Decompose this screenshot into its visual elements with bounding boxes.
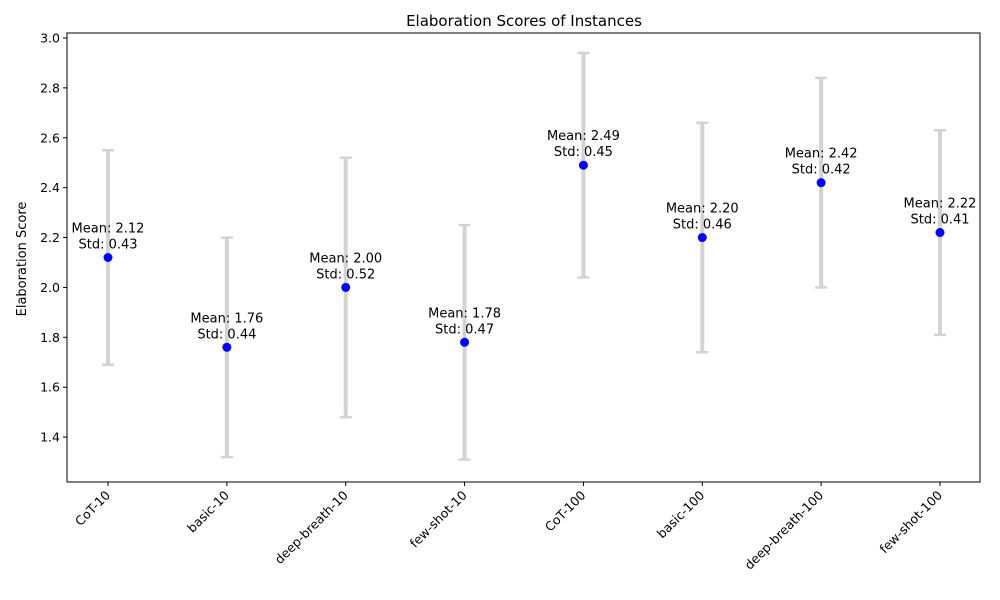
x-tick-label: few-shot-100 bbox=[876, 487, 945, 556]
mean-annotation: Mean: 1.76 bbox=[190, 311, 263, 326]
mean-annotation: Mean: 2.42 bbox=[785, 147, 858, 162]
y-tick-label: 1.4 bbox=[40, 430, 60, 445]
mean-annotation: Mean: 2.49 bbox=[547, 129, 620, 144]
x-tick-label: basic-100 bbox=[654, 487, 708, 541]
y-axis-label: Elaboration Score bbox=[15, 202, 30, 317]
mean-point bbox=[103, 253, 113, 262]
mean-point bbox=[222, 342, 232, 352]
y-tick-label: 2.0 bbox=[40, 280, 60, 295]
chart-title: Elaboration Scores of Instances bbox=[406, 12, 642, 30]
mean-annotation: Mean: 2.12 bbox=[72, 222, 145, 237]
mean-point bbox=[816, 178, 826, 188]
y-axis-ticks: 1.4 1.6 1.8 2.0 2.2 2.4 2.6 2.8 3.0 bbox=[40, 30, 67, 445]
x-tick-label: basic-10 bbox=[184, 487, 232, 535]
std-annotation: Std: 0.52 bbox=[316, 267, 375, 282]
x-axis-ticks: CoT-10 basic-10 deep-breath-10 few-shot-10 C… bbox=[72, 482, 945, 572]
std-annotation: Std: 0.45 bbox=[554, 145, 613, 160]
y-tick-label: 2.4 bbox=[40, 180, 60, 195]
plot-frame bbox=[66, 32, 981, 483]
error-bars bbox=[102, 51, 946, 461]
std-annotation: Std: 0.41 bbox=[910, 213, 969, 228]
x-tick-label: deep-breath-10 bbox=[272, 487, 351, 566]
x-tick-label: few-shot-10 bbox=[407, 487, 470, 550]
x-tick-label: deep-breath-100 bbox=[741, 487, 826, 572]
mean-annotation: Mean: 2.20 bbox=[666, 202, 739, 217]
std-annotation: Std: 0.42 bbox=[792, 163, 851, 178]
mean-point bbox=[460, 337, 470, 347]
x-tick-label: CoT-100 bbox=[542, 487, 589, 534]
std-annotation: Std: 0.44 bbox=[197, 327, 256, 342]
std-annotation: Std: 0.43 bbox=[78, 238, 137, 253]
y-tick-label: 1.8 bbox=[40, 330, 60, 345]
x-tick-label: CoT-10 bbox=[72, 487, 113, 528]
mean-point bbox=[341, 282, 351, 292]
mean-point bbox=[935, 228, 945, 238]
std-annotation: Std: 0.47 bbox=[435, 322, 494, 337]
mean-point bbox=[578, 160, 588, 170]
std-annotation: Std: 0.46 bbox=[673, 218, 732, 233]
mean-markers bbox=[103, 160, 945, 352]
y-tick-label: 3.0 bbox=[40, 30, 60, 45]
y-tick-label: 2.2 bbox=[40, 230, 60, 245]
mean-point bbox=[697, 233, 707, 243]
mean-annotation: Mean: 1.78 bbox=[428, 306, 501, 321]
y-tick-label: 1.6 bbox=[40, 380, 60, 395]
y-tick-label: 2.8 bbox=[40, 80, 60, 95]
mean-annotation: Mean: 2.22 bbox=[904, 197, 977, 212]
y-tick-label: 2.6 bbox=[40, 130, 60, 145]
mean-annotation: Mean: 2.00 bbox=[309, 251, 382, 266]
